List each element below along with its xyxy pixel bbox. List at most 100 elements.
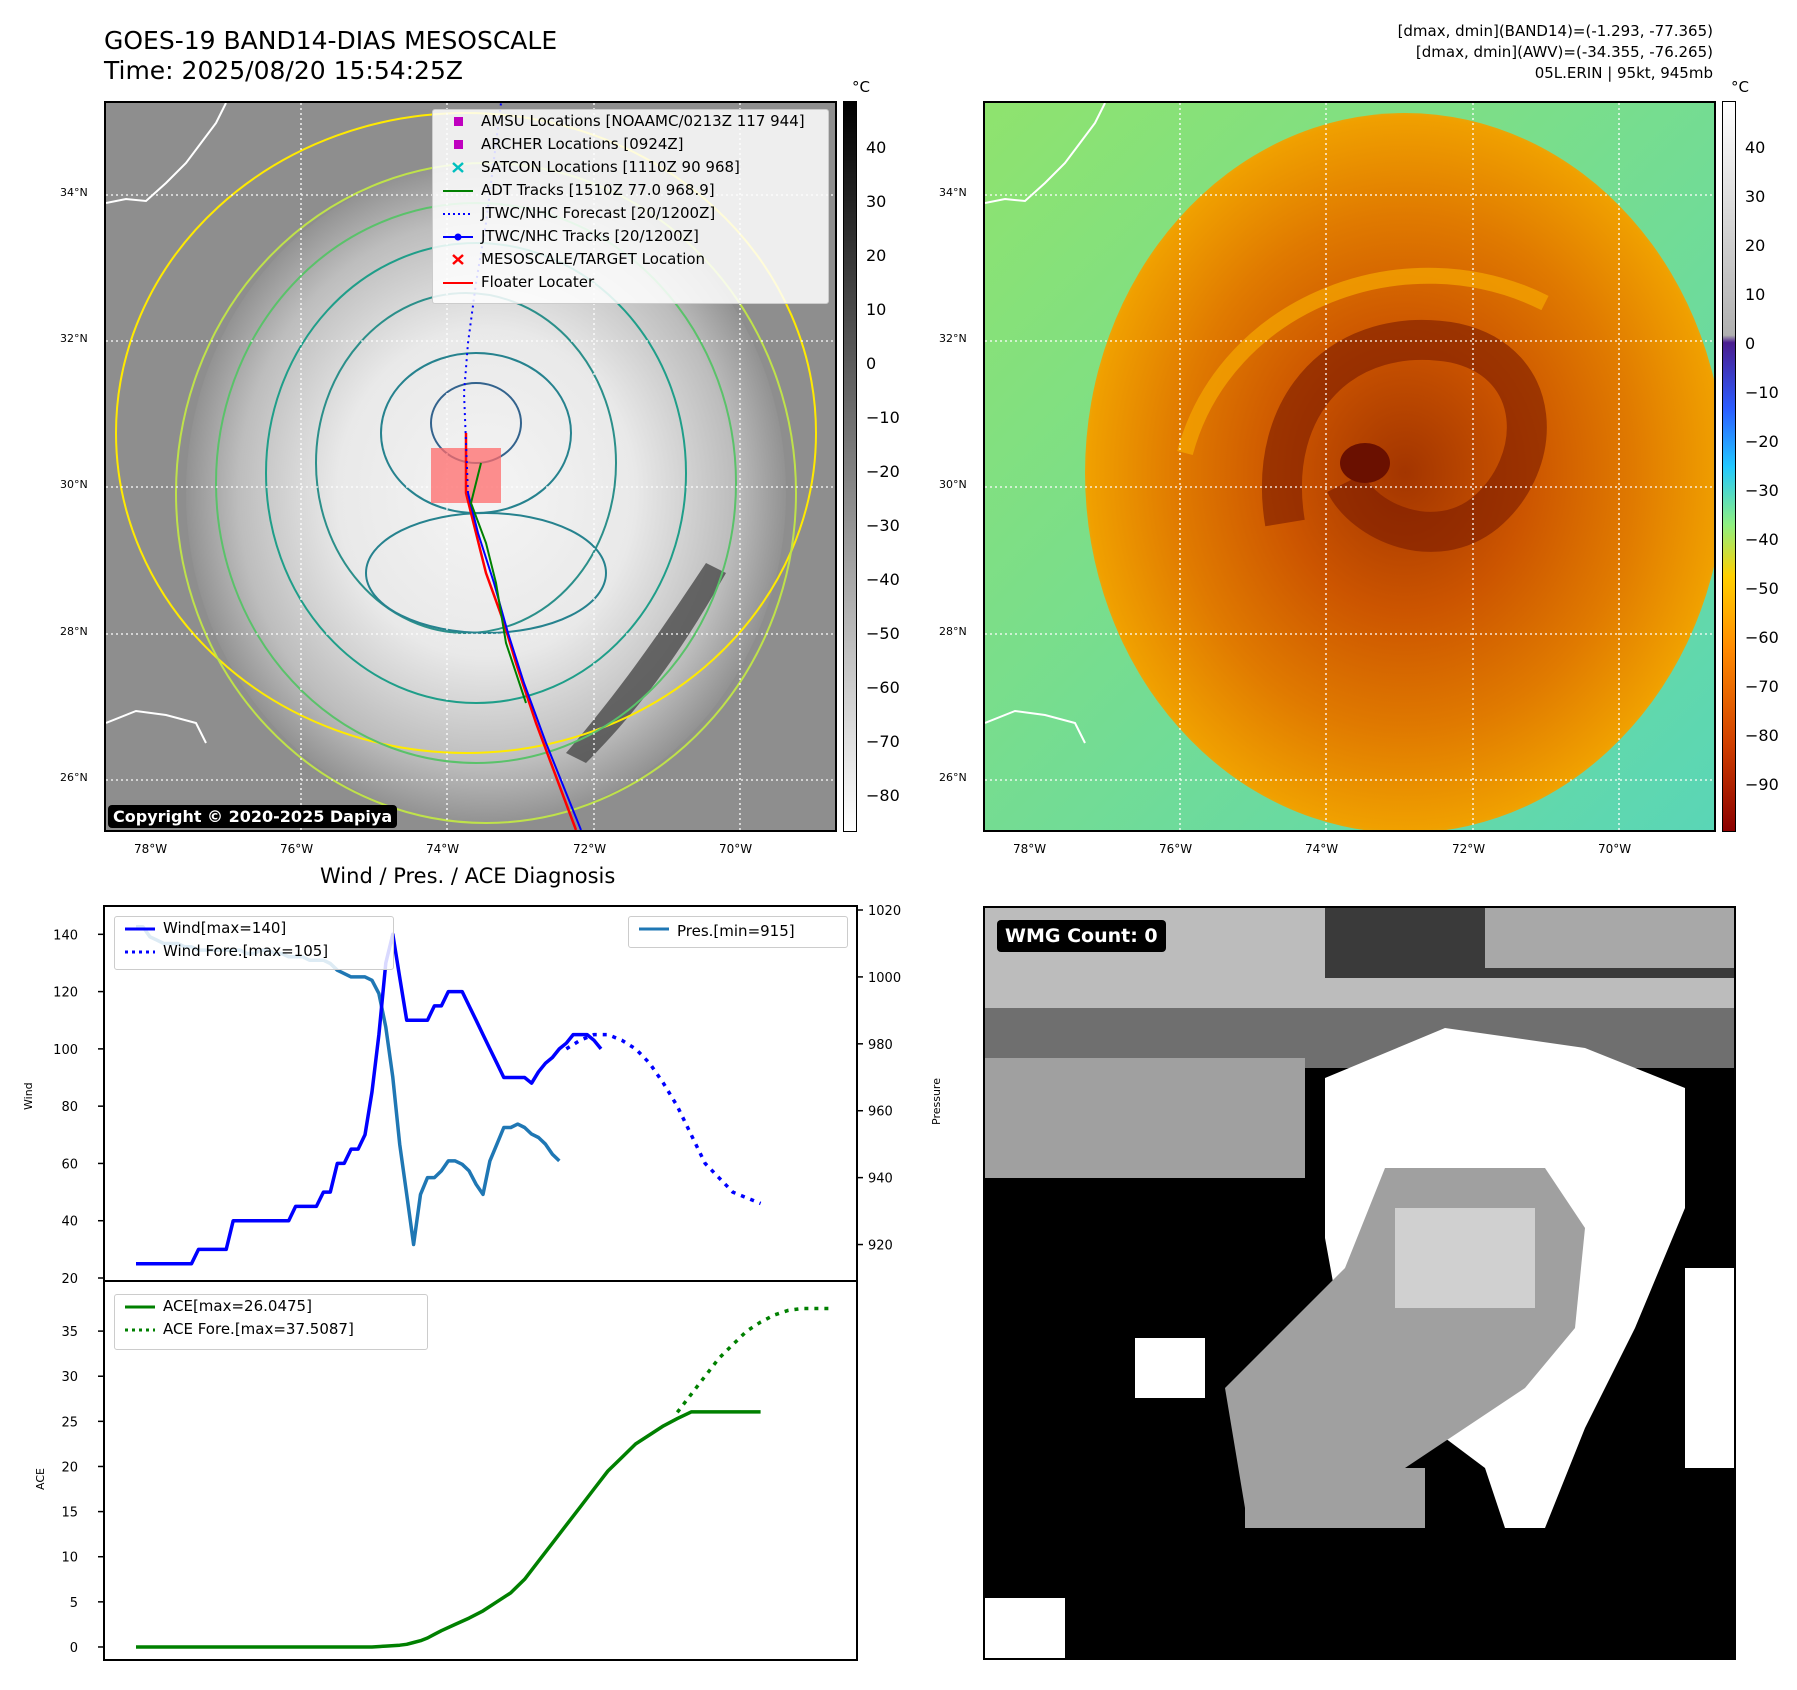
- legend-ace: ACE[max=26.0475]: [125, 1297, 312, 1315]
- lon-label-right: 72°W: [1452, 842, 1486, 856]
- legend-wind: Wind[max=140]: [125, 919, 287, 937]
- wind-tick-label: 100: [53, 1043, 78, 1058]
- legend-nhc-tracks: JTWC/NHC Tracks [20/1200Z]: [433, 225, 828, 248]
- lon-label-left: 70°W: [719, 842, 753, 856]
- ace-tick-label: 0: [70, 1641, 78, 1656]
- colorbar-tick-label: −20: [866, 462, 900, 481]
- legend-wind-fore: Wind Fore.[max=105]: [125, 942, 329, 960]
- colorbar-tick-label: −10: [1745, 383, 1779, 402]
- lat-label-right: 26°N: [939, 771, 967, 784]
- pressure-tick-label: 960: [868, 1105, 893, 1120]
- wind-tick-label: 140: [53, 928, 78, 943]
- wmg-image: [985, 908, 1734, 1658]
- lon-label-left: 72°W: [573, 842, 607, 856]
- copyright-badge: Copyright © 2020-2025 Dapiya: [108, 805, 398, 828]
- lat-label-left: 32°N: [60, 332, 88, 345]
- legend-archer: ARCHER Locations [0924Z]: [433, 133, 828, 156]
- lat-label-left: 34°N: [60, 186, 88, 199]
- legend-adt: ADT Tracks [1510Z 77.0 968.9]: [443, 181, 715, 199]
- ace-legend: ACE[max=26.0475] ACE Fore.[max=37.5087]: [114, 1294, 428, 1350]
- lat-label-right: 32°N: [939, 332, 967, 345]
- lat-label-left: 26°N: [60, 771, 88, 784]
- lon-label-right: 78°W: [1013, 842, 1047, 856]
- ace-series-line: [136, 1410, 761, 1649]
- colorbar-tick-label: −60: [866, 678, 900, 697]
- colorbar-tick-label: 20: [1745, 236, 1766, 255]
- pressure-legend: Pres.[min=915]: [628, 916, 848, 948]
- ace-tick-label: 30: [61, 1370, 78, 1385]
- pressure-tick-label: 920: [868, 1239, 893, 1254]
- colorbar-tick-label: 10: [1745, 285, 1766, 304]
- ace-tick-label: 15: [61, 1506, 78, 1521]
- colorbar-tick-label: −90: [1745, 775, 1779, 794]
- lat-label-right: 28°N: [939, 625, 967, 638]
- ace-tick-label: 20: [61, 1460, 78, 1475]
- wind-tick-label: 80: [61, 1100, 78, 1115]
- legend-amsu: AMSU Locations [NOAAMC/0213Z 117 944]: [433, 110, 828, 133]
- figure-timestamp: Time: 2025/08/20 15:54:25Z: [104, 56, 463, 85]
- colorbar-tick-label: −50: [866, 624, 900, 643]
- figure-title: GOES-19 BAND14-DIAS MESOSCALE: [104, 26, 558, 55]
- lon-label-left: 78°W: [134, 842, 168, 856]
- lon-label-left: 76°W: [280, 842, 314, 856]
- colorbar-tick-label: −70: [1745, 677, 1779, 696]
- right-colorbar-ticks: 40 30 20 10 0 −10 −20 −30 −40 −50 −60 −70 −80 −90: [1745, 138, 1797, 818]
- awv-map-panel: [983, 101, 1716, 832]
- pressure-series-line: [136, 924, 561, 1247]
- lat-label-left: 30°N: [60, 478, 88, 491]
- wind-legend: Wind[max=140] Wind Fore.[max=105]: [114, 916, 394, 970]
- colorbar-tick-label: 0: [1745, 334, 1756, 353]
- colorbar-tick-label: −40: [1745, 530, 1779, 549]
- left-colorbar-unit: °C: [852, 78, 870, 96]
- colorbar-tick-label: −80: [1745, 726, 1779, 745]
- colorbar-tick-label: 0: [866, 354, 877, 373]
- ace-tick-label: 5: [70, 1596, 78, 1611]
- colorbar-tick-label: −30: [1745, 481, 1779, 500]
- left-colorbar: [843, 101, 857, 832]
- colorbar-tick-label: −30: [866, 516, 900, 535]
- pressure-tick-label: 980: [868, 1038, 893, 1053]
- lat-label-right: 30°N: [939, 478, 967, 491]
- colorbar-tick-label: −10: [866, 408, 900, 427]
- ir-map-panel: AMSU Locations [NOAAMC/0213Z 117 944] AR…: [104, 101, 837, 832]
- awv-map-image: [985, 103, 1714, 830]
- ace-axes: [103, 1280, 858, 1661]
- map-legend: AMSU Locations [NOAAMC/0213Z 117 944] AR…: [432, 109, 829, 304]
- info-band14: [dmax, dmin](BAND14)=(-1.293, -77.365): [1397, 22, 1713, 40]
- wind-tick-label: 40: [61, 1215, 78, 1230]
- lon-label-left: 74°W: [426, 842, 460, 856]
- wmg-count-badge: WMG Count: 0: [997, 920, 1166, 952]
- info-storm: 05L.ERIN | 95kt, 945mb: [1534, 64, 1713, 82]
- legend-ace-fore: ACE Fore.[max=37.5087]: [125, 1320, 354, 1338]
- colorbar-tick-label: −40: [866, 570, 900, 589]
- colorbar-tick-label: 40: [1745, 138, 1766, 157]
- lon-label-right: 74°W: [1305, 842, 1339, 856]
- right-colorbar: [1722, 101, 1736, 832]
- lat-label-left: 28°N: [60, 625, 88, 638]
- colorbar-tick-label: −70: [866, 732, 900, 751]
- wind-series-line: [136, 932, 603, 1266]
- colorbar-tick-label: 30: [866, 192, 887, 211]
- diagnosis-title: Wind / Pres. / ACE Diagnosis: [320, 864, 616, 888]
- ace-tick-label: 10: [61, 1551, 78, 1566]
- colorbar-tick-label: 20: [866, 246, 887, 265]
- wind-forecast-series-line: [565, 1032, 762, 1206]
- colorbar-tick-label: 10: [866, 300, 887, 319]
- colorbar-tick-label: −50: [1745, 579, 1779, 598]
- left-colorbar-ticks: 40 30 20 10 0 −10 −20 −30 −40 −50 −60 −70 −80: [866, 138, 926, 818]
- legend-forecast: JTWC/NHC Forecast [20/1200Z]: [443, 204, 716, 222]
- colorbar-tick-label: 30: [1745, 187, 1766, 206]
- wind-tick-label: 20: [61, 1272, 78, 1287]
- ace-tick-label: 35: [61, 1325, 78, 1340]
- wind-tick-label: 60: [61, 1157, 78, 1172]
- info-awv: [dmax, dmin](AWV)=(-34.355, -76.265): [1415, 43, 1713, 61]
- wind-tick-label: 120: [53, 986, 78, 1001]
- ace-forecast-series-line: [675, 1306, 830, 1414]
- legend-floater: Floater Locater: [443, 273, 595, 291]
- lon-label-right: 70°W: [1598, 842, 1632, 856]
- pressure-tick-label: 1020: [868, 904, 901, 919]
- ace-tick-label: 25: [61, 1415, 78, 1430]
- pressure-tick-label: 1000: [868, 971, 901, 986]
- colorbar-tick-label: 40: [866, 138, 887, 157]
